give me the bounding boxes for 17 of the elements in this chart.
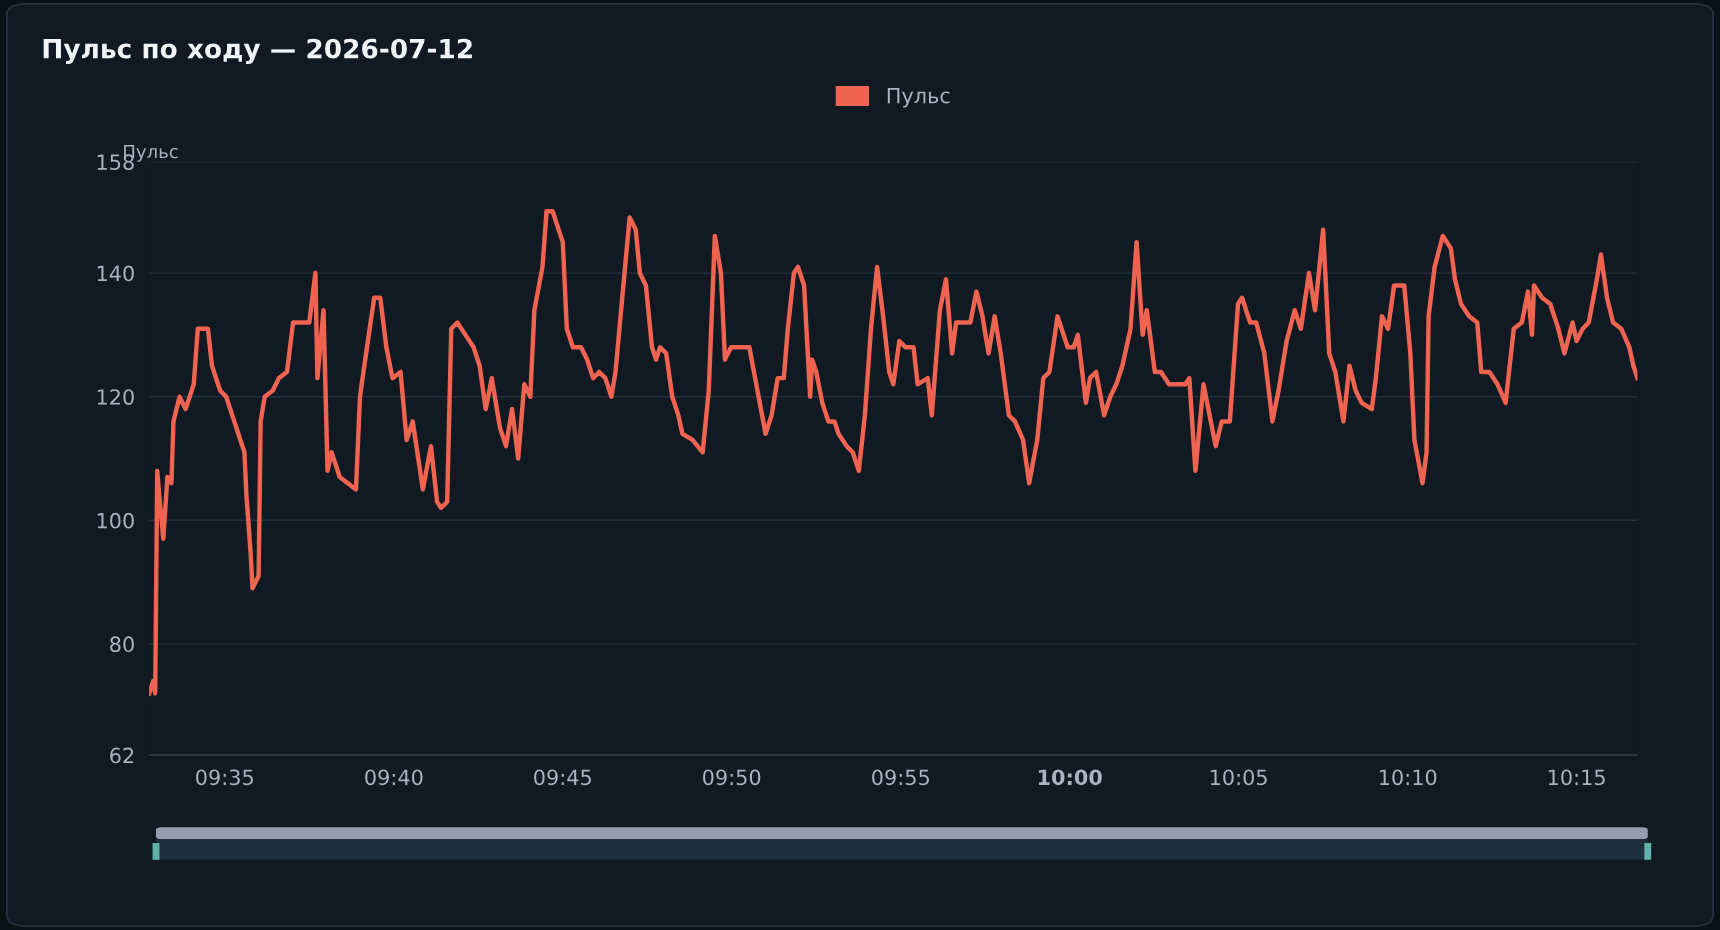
chart-title: Пульс по ходу — 2026-07-12 — [43, 38, 472, 64]
x-tick-label: 10:15 — [1548, 769, 1605, 786]
x-tick-label: 09:55 — [872, 769, 929, 786]
y-tick-label: 140 — [97, 265, 134, 282]
x-tick-label: 10:10 — [1379, 769, 1437, 786]
legend-label: Пульс — [887, 87, 950, 108]
y-tick-label: 80 — [110, 636, 134, 653]
y-tick-label: 100 — [97, 512, 134, 529]
x-tick-label: 10:05 — [1210, 769, 1267, 786]
x-tick-label: 09:50 — [703, 769, 761, 786]
x-tick-label: 10:00 — [1038, 769, 1102, 786]
line-series — [149, 209, 1638, 696]
y-tick-label: 62 — [110, 747, 134, 764]
y-tick-label: 120 — [97, 389, 134, 405]
x-tick-label: 09:35 — [196, 769, 253, 786]
x-tick-label: 09:40 — [365, 769, 423, 786]
x-tick-label: 09:45 — [534, 769, 591, 786]
